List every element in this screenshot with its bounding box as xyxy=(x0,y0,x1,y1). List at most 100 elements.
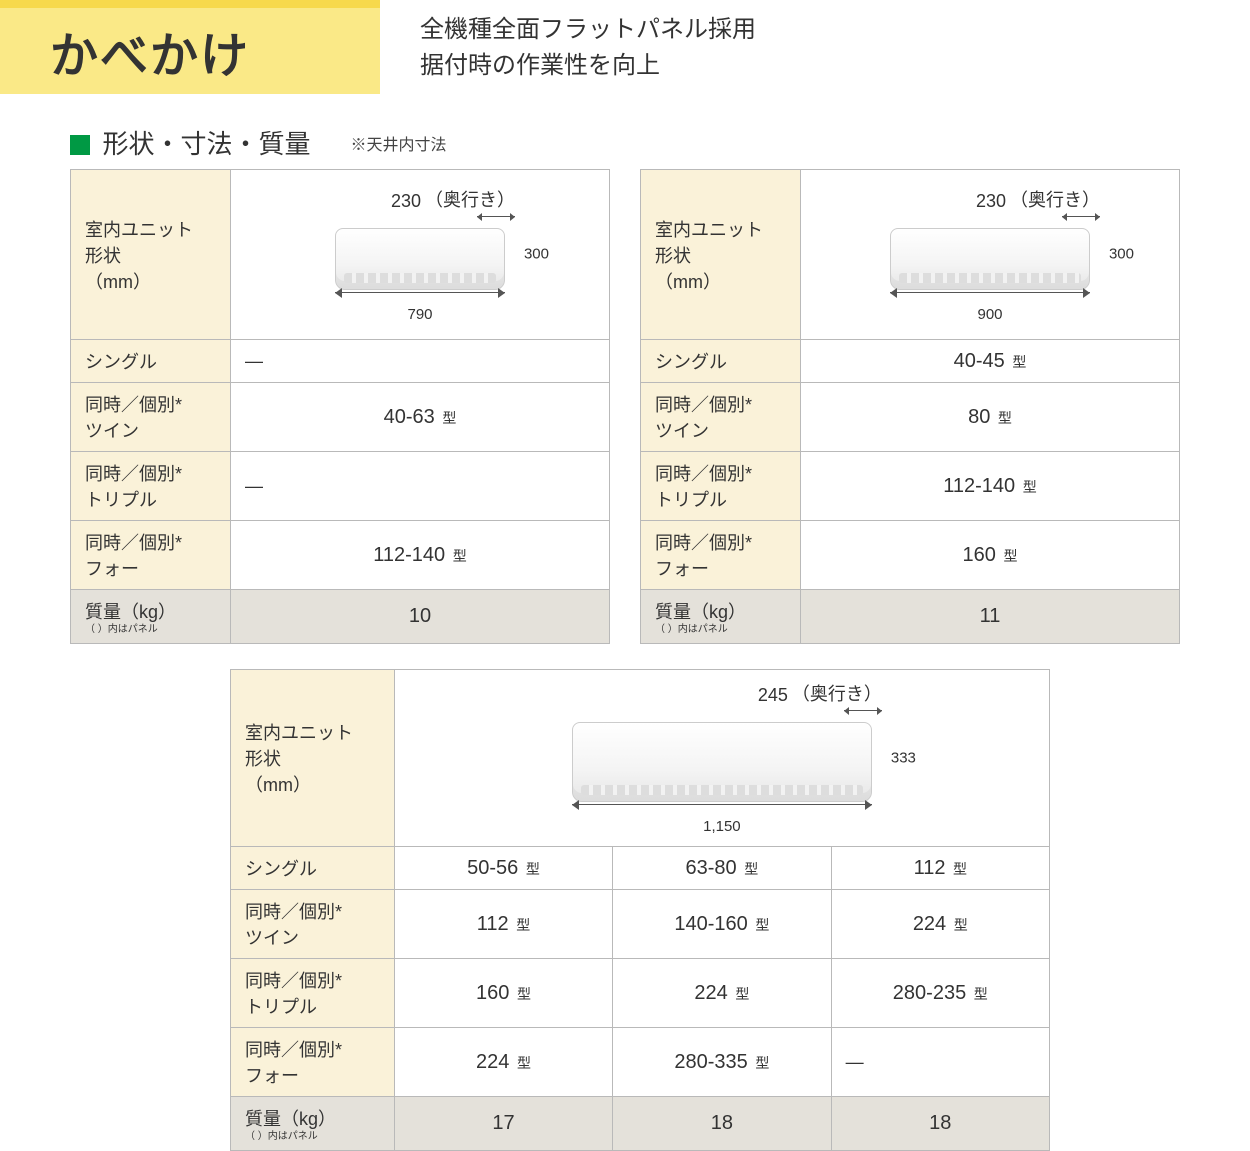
label-text: トリプル xyxy=(245,997,317,1017)
value-cell: 40-63 型 xyxy=(231,383,610,452)
row-label-mass: 質量（kg） （ ）内はパネル xyxy=(71,590,231,644)
value-cell: 112 型 xyxy=(394,890,612,959)
value-num: 112-140 xyxy=(943,475,1015,497)
ac-unit-icon xyxy=(890,228,1090,290)
width-value: 790 xyxy=(335,306,505,323)
value-cell: ― xyxy=(231,452,610,521)
value-cell: 280-235 型 xyxy=(831,959,1049,1028)
unit-label: 型 xyxy=(442,410,456,426)
row-label-twin: 同時／個別* ツイン xyxy=(641,383,801,452)
arrow-icon xyxy=(335,292,505,302)
unit-label: 型 xyxy=(744,861,758,877)
value-cell: 224 型 xyxy=(831,890,1049,959)
value-num: 112 xyxy=(477,913,509,935)
label-sub: （ ）内はパネル xyxy=(85,624,216,635)
section-title: 形状・寸法・質量 xyxy=(102,129,310,159)
unit-label: 型 xyxy=(526,861,540,877)
ac-unit-diagram: 230 （奥行き） 790 300 xyxy=(335,186,505,323)
label-text: 形状 xyxy=(655,246,691,266)
section-header: 形状・寸法・質量 ※天井内寸法 xyxy=(70,124,1250,161)
ac-unit-diagram: 230 （奥行き） 900 300 xyxy=(890,186,1090,323)
label-text: ツイン xyxy=(245,928,299,948)
row-label-four: 同時／個別* フォー xyxy=(71,521,231,590)
unit-label: 型 xyxy=(453,548,467,564)
row-label-triple: 同時／個別* トリプル xyxy=(641,452,801,521)
unit-label: 型 xyxy=(1023,479,1037,495)
ac-unit-icon xyxy=(572,722,872,802)
row-label-triple: 同時／個別* トリプル xyxy=(71,452,231,521)
row-label-mass: 質量（kg） （ ）内はパネル xyxy=(641,590,801,644)
label-sub: （ ）内はパネル xyxy=(655,624,786,635)
value-num: 280-335 xyxy=(674,1051,747,1073)
depth-value: 230 xyxy=(391,191,421,212)
unit-label: 型 xyxy=(974,986,988,1002)
subtitle: 全機種全面フラットパネル採用 据付時の作業性を向上 xyxy=(420,12,756,94)
arrow-icon xyxy=(1062,216,1100,224)
label-text: （mm） xyxy=(655,272,721,292)
value-cell: 140-160 型 xyxy=(613,890,831,959)
label-text: フォー xyxy=(655,559,709,579)
arrow-icon xyxy=(477,216,515,224)
shape-label: 室内ユニット 形状 （mm） xyxy=(231,670,395,847)
value-cell: ― xyxy=(831,1028,1049,1097)
depth-label: （奥行き） xyxy=(792,680,882,706)
top-tables-row: 室内ユニット 形状 （mm） 230 （奥行き） xyxy=(70,169,1180,644)
mass-value: 18 xyxy=(831,1097,1049,1151)
row-label-four: 同時／個別* フォー xyxy=(231,1028,395,1097)
value-cell: 160 型 xyxy=(801,521,1180,590)
value-cell: 112-140 型 xyxy=(231,521,610,590)
label-text: 同時／個別* xyxy=(245,902,342,922)
unit-label: 型 xyxy=(1012,354,1026,370)
mass-value: 10 xyxy=(231,590,610,644)
label-text: 室内ユニット xyxy=(85,220,193,240)
row-label-single: シングル xyxy=(641,340,801,383)
unit-label: 型 xyxy=(755,917,769,933)
label-text: 質量（kg） xyxy=(655,602,746,622)
row-label-mass: 質量（kg） （ ）内はパネル xyxy=(231,1097,395,1151)
label-text: 同時／個別* xyxy=(245,971,342,991)
label-text: トリプル xyxy=(85,490,157,510)
spec-table-1: 室内ユニット 形状 （mm） 230 （奥行き） xyxy=(70,169,610,644)
dimension-diagram-cell: 230 （奥行き） 790 300 xyxy=(231,170,610,340)
label-sub: （ ）内はパネル xyxy=(245,1131,380,1142)
value-num: 160 xyxy=(476,982,509,1004)
ac-unit-icon xyxy=(335,228,505,290)
label-text: 同時／個別* xyxy=(655,464,752,484)
value-cell: 224 型 xyxy=(394,1028,612,1097)
subtitle-line-2: 据付時の作業性を向上 xyxy=(420,48,756,84)
unit-label: 型 xyxy=(735,986,749,1002)
label-text: フォー xyxy=(85,559,139,579)
ac-unit-diagram: 245 （奥行き） 1,150 333 xyxy=(572,680,872,835)
mass-value: 11 xyxy=(801,590,1180,644)
value-cell: 50-56 型 xyxy=(394,847,612,890)
label-text: 同時／個別* xyxy=(655,395,752,415)
arrow-icon xyxy=(572,804,872,814)
label-text: （mm） xyxy=(85,272,151,292)
depth-label: （奥行き） xyxy=(1010,186,1100,212)
label-text: 同時／個別* xyxy=(655,533,752,553)
label-text: 室内ユニット xyxy=(245,723,353,743)
label-text: 形状 xyxy=(85,246,121,266)
unit-label: 型 xyxy=(517,986,531,1002)
shape-label: 室内ユニット 形状 （mm） xyxy=(71,170,231,340)
dimension-diagram-cell: 245 （奥行き） 1,150 333 xyxy=(394,670,1049,847)
label-text: 同時／個別* xyxy=(245,1040,342,1060)
value-cell: ― xyxy=(231,340,610,383)
label-text: 形状 xyxy=(245,749,281,769)
unit-label: 型 xyxy=(1003,548,1017,564)
height-value: 333 xyxy=(891,749,916,766)
row-label-four: 同時／個別* フォー xyxy=(641,521,801,590)
label-text: トリプル xyxy=(655,490,727,510)
value-num: 50-56 xyxy=(467,857,518,879)
header-row: かべかけ 全機種全面フラットパネル採用 据付時の作業性を向上 xyxy=(0,12,1250,94)
section-note: ※天井内寸法 xyxy=(350,131,446,155)
arrow-icon xyxy=(844,710,882,718)
unit-label: 型 xyxy=(516,917,530,933)
square-bullet-icon xyxy=(70,135,90,155)
value-num: 63-80 xyxy=(686,857,737,879)
value-cell: 112-140 型 xyxy=(801,452,1180,521)
label-text: 同時／個別* xyxy=(85,533,182,553)
arrow-icon xyxy=(890,292,1090,302)
shape-label: 室内ユニット 形状 （mm） xyxy=(641,170,801,340)
label-text: 室内ユニット xyxy=(655,220,763,240)
